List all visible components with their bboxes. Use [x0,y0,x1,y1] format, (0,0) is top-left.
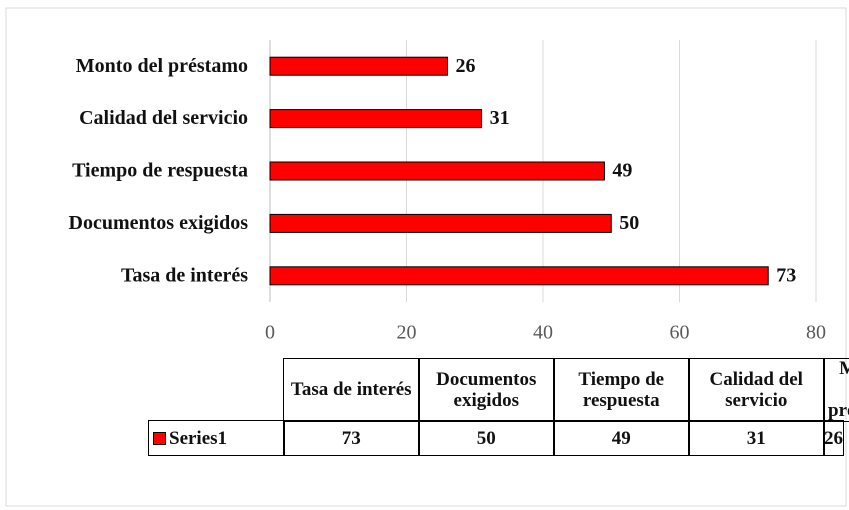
table-value-cell: 31 [688,420,825,456]
y-tick-label: Tiempo de respuesta [72,160,248,182]
bar [269,109,483,129]
y-tick-label: Monto del préstamo [76,55,248,77]
table-value-cell: 26 [823,420,844,456]
data-label: 49 [612,160,632,182]
table-header-cell: Tiempo de respuesta [553,358,690,422]
x-tick-label: 80 [806,322,826,344]
y-tick-label: Calidad del servicio [79,107,248,129]
data-label: 50 [619,212,639,234]
x-tick-label: 60 [670,322,690,344]
table-header-cell: Monto del préstamo [823,358,849,422]
table-value-cell: 50 [418,420,555,456]
x-tick-label: 40 [533,322,553,344]
table-header-cell: Tasa de interés [283,358,420,422]
y-tick-label: Documentos exigidos [69,212,249,234]
data-label: 31 [490,107,510,129]
table-legend-cell: Series1 [148,420,285,456]
bar [269,213,612,233]
data-label: 73 [776,264,796,286]
table-value-cell: 73 [283,420,420,456]
data-label: 26 [455,55,475,77]
table-header-cell: Calidad del servicio [688,358,825,422]
bar [269,56,448,76]
bar [269,161,605,181]
x-tick-label: 20 [397,322,417,344]
y-tick-label: Tasa de interés [121,264,248,286]
table-value-cell: 49 [553,420,690,456]
table-header-cell: Documentos exigidos [418,358,555,422]
bar [269,266,769,286]
chart-border [5,7,847,507]
x-tick-label: 0 [265,322,275,344]
legend-label: Series1 [169,427,228,449]
legend-key [153,431,166,445]
